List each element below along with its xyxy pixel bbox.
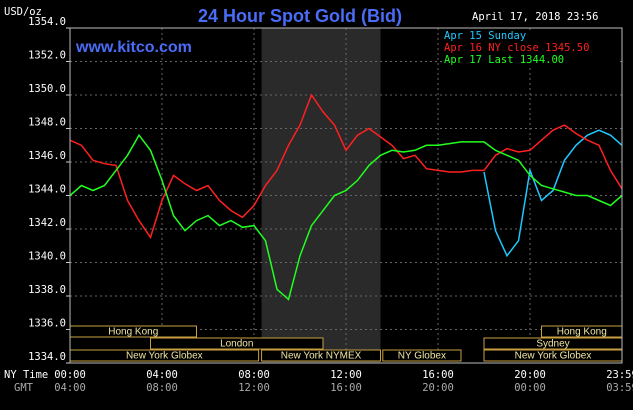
x2-axis-label: GMT	[14, 382, 34, 394]
y-tick-label: 1338.0	[28, 284, 66, 296]
x-tick-label: 23:59	[606, 369, 633, 381]
legend-box	[442, 30, 620, 68]
session-label: Hong Kong	[108, 327, 158, 338]
x2-tick-label: 20:00	[422, 382, 454, 394]
legend-entry: Apr 17 Last 1344.00	[444, 54, 564, 66]
session-box	[261, 349, 381, 362]
session-box	[150, 337, 324, 350]
session-label: New York NYMEX	[281, 351, 362, 362]
legend-entry: Apr 15 Sunday	[444, 30, 526, 42]
price-line	[483, 129, 623, 258]
x2-tick-label: 08:00	[146, 382, 178, 394]
session-label: New York Globex	[515, 351, 592, 362]
x2-tick-label: 03:59	[606, 382, 633, 394]
timestamp: April 17, 2018 23:56	[472, 11, 598, 23]
legend-entry: Apr 16 NY close 1345.50	[444, 42, 589, 54]
x-tick-label: 12:00	[330, 369, 362, 381]
x-tick-label: 00:00	[54, 369, 86, 381]
price-line	[69, 93, 623, 240]
session-label: New York Globex	[126, 351, 203, 362]
chart-title: 24 Hour Spot Gold (Bid)	[198, 6, 402, 26]
x-tick-label: 04:00	[146, 369, 178, 381]
session-label: Hong Kong	[557, 327, 607, 338]
x-axis-label: NY Time	[4, 369, 48, 381]
x2-tick-label: 16:00	[330, 382, 362, 394]
session-label: London	[220, 339, 253, 350]
y-tick-label: 1354.0	[28, 16, 66, 28]
session-box	[382, 349, 462, 362]
y-tick-label: 1350.0	[28, 83, 66, 95]
session-label: NY Globex	[398, 351, 446, 362]
y-tick-label: 1344.0	[28, 184, 66, 196]
session-label: Sydney	[536, 339, 569, 350]
y-tick-label: 1336.0	[28, 318, 66, 330]
y-tick-label: 1346.0	[28, 150, 66, 162]
y-unit: USD/oz	[4, 6, 42, 18]
site: www.kitco.com	[75, 39, 192, 56]
x-tick-label: 08:00	[238, 369, 270, 381]
y-tick-label: 1340.0	[28, 251, 66, 263]
y-tick-label: 1352.0	[28, 50, 66, 62]
price-line	[69, 133, 623, 301]
x2-tick-label: 04:00	[54, 382, 86, 394]
x-tick-label: 16:00	[422, 369, 454, 381]
y-tick-label: 1342.0	[28, 217, 66, 229]
x2-tick-label: 12:00	[238, 382, 270, 394]
x-tick-label: 20:00	[514, 369, 546, 381]
y-tick-label: 1334.0	[28, 351, 66, 363]
x2-tick-label: 00:00	[514, 382, 546, 394]
y-tick-label: 1348.0	[28, 117, 66, 129]
plot-border	[69, 27, 623, 364]
